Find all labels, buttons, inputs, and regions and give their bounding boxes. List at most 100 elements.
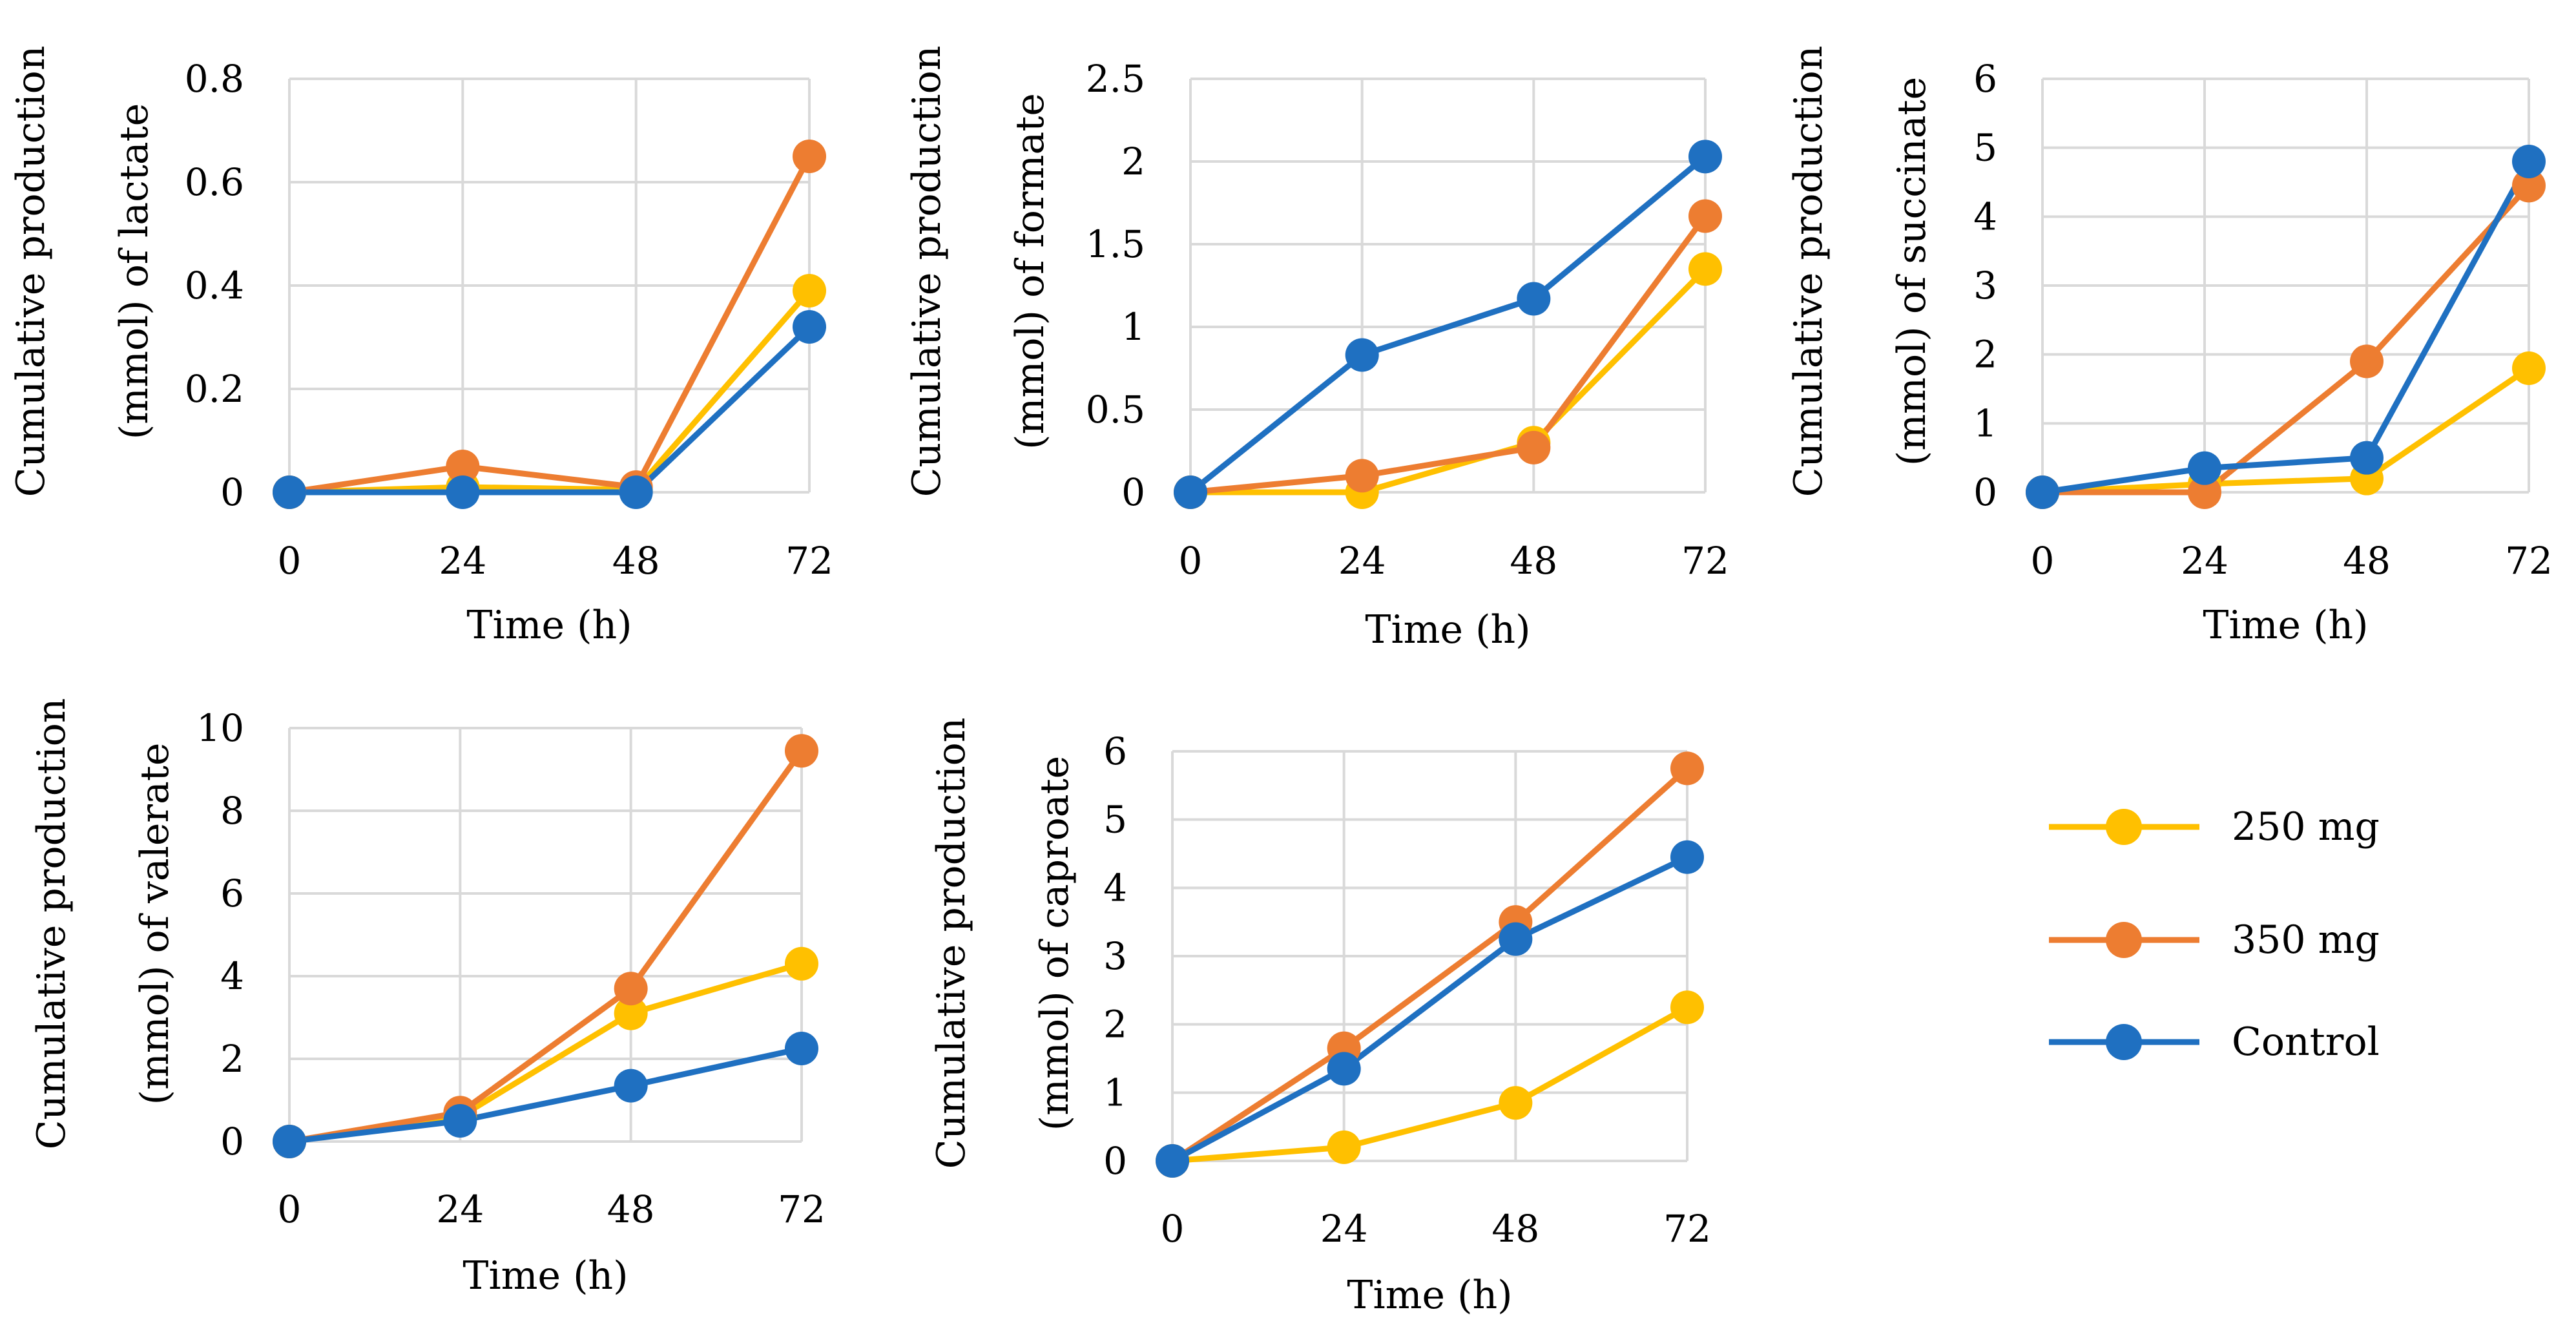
y-tick-label: 0 (220, 470, 244, 514)
chart-formate: 0 0.5 1 1.5 2 2.5 0 24 48 72 Time (h) Cumulative pr… (904, 46, 1729, 652)
data-point (1670, 990, 1704, 1025)
x-axis-label: Time (h) (466, 603, 632, 648)
legend: 250 mg 350 mg Control (2049, 804, 2380, 1065)
y-tick-label: 1 (1103, 1070, 1127, 1114)
data-point (1499, 922, 1533, 956)
y-tick-label: 0.2 (185, 367, 244, 411)
legend-swatch-marker (2106, 1024, 2142, 1060)
y-tick-label: 2 (1103, 1003, 1127, 1047)
x-tick-label: 0 (1179, 539, 1203, 583)
data-point (2026, 475, 2059, 509)
x-tick-label: 24 (439, 539, 486, 583)
series-line (2039, 158, 2532, 496)
x-tick-label: 48 (1510, 539, 1557, 583)
data-point (785, 946, 818, 981)
x-tick-label: 48 (2343, 539, 2391, 583)
series-line (286, 153, 813, 496)
data-point (1688, 252, 1722, 286)
y-tick-label: 3 (1103, 934, 1127, 978)
x-tick-label: 0 (278, 1187, 302, 1231)
series-line (1187, 213, 1709, 496)
legend-swatch-marker (2106, 922, 2142, 958)
series-line (286, 287, 813, 496)
y-axis-label-line1: Cumulative production (904, 46, 950, 497)
y-axis-label-line1: Cumulative production (8, 46, 54, 497)
y-tick-label: 0 (1973, 470, 1997, 514)
series-line (2039, 365, 2532, 496)
y-tick-label: 5 (1103, 798, 1127, 842)
y-tick-label: 2 (1973, 333, 1997, 377)
y-tick-label: 4 (1973, 194, 1997, 238)
x-axis-label: Time (h) (2203, 603, 2368, 648)
x-axis-label: Time (h) (1365, 607, 1530, 652)
x-tick-label: 72 (1663, 1207, 1711, 1251)
y-tick-label: 0 (1121, 470, 1145, 514)
data-point (2188, 451, 2221, 485)
data-point (785, 734, 818, 768)
data-point (273, 475, 306, 509)
x-tick-label: 72 (778, 1187, 826, 1231)
series-line (286, 1045, 805, 1145)
y-tick-label: 6 (1103, 729, 1127, 773)
legend-item: Control (2049, 1019, 2380, 1065)
x-tick-label: 72 (785, 539, 833, 583)
legend-label: 250 mg (2232, 804, 2380, 850)
y-axis-label-line2: (mmol) of formate (1008, 93, 1053, 450)
y-tick-label: 1 (1973, 401, 1997, 445)
data-point (443, 1104, 477, 1138)
y-tick-label: 0.6 (185, 160, 244, 204)
data-point (1156, 1144, 1189, 1178)
x-tick-label: 0 (278, 539, 302, 583)
data-point (614, 996, 648, 1030)
data-point (1517, 282, 1551, 316)
data-point (2512, 145, 2546, 178)
x-axis-label: Time (h) (462, 1253, 628, 1299)
x-tick-label: 48 (1491, 1207, 1539, 1251)
data-point (446, 475, 480, 509)
y-tick-label: 1.5 (1086, 222, 1145, 266)
legend-label: 350 mg (2232, 917, 2380, 963)
data-point (2350, 441, 2384, 475)
x-tick-label: 72 (2505, 539, 2553, 583)
data-point (2512, 351, 2546, 385)
x-tick-label: 24 (1320, 1207, 1368, 1251)
data-point (446, 450, 480, 483)
y-tick-label: 0.8 (185, 57, 244, 101)
y-tick-label: 6 (220, 871, 244, 915)
data-point (1327, 1052, 1361, 1086)
data-point (1174, 475, 1207, 509)
y-tick-label: 2 (220, 1037, 244, 1081)
data-point (614, 972, 648, 1006)
data-point (793, 274, 826, 308)
y-tick-label: 2.5 (1086, 57, 1145, 101)
legend-item: 250 mg (2049, 804, 2380, 850)
y-tick-label: 4 (220, 954, 244, 998)
y-axis-label-line1: Cumulative production (29, 698, 74, 1150)
y-axis-label-line1: Cumulative production (1786, 46, 1831, 497)
data-point (2350, 344, 2384, 379)
y-tick-label: 10 (196, 706, 244, 750)
y-axis-label-line1: Cumulative production (929, 718, 974, 1169)
data-point (2512, 169, 2546, 203)
x-tick-label: 24 (2181, 539, 2228, 583)
y-tick-label: 2 (1121, 140, 1145, 183)
x-tick-label: 0 (2031, 539, 2055, 583)
series-line (1169, 854, 1690, 1164)
y-tick-label: 6 (1973, 57, 1997, 101)
series-line (1187, 153, 1709, 496)
data-point (793, 140, 826, 173)
data-point (1517, 430, 1551, 464)
data-point (1670, 840, 1704, 874)
series-line (286, 324, 813, 496)
series-line (1169, 1004, 1690, 1164)
data-point (1327, 1130, 1361, 1164)
series-line (1187, 266, 1709, 496)
legend-swatch-marker (2106, 809, 2142, 845)
y-tick-label: 0.5 (1086, 388, 1145, 432)
series-line (286, 747, 805, 1145)
legend-label: Control (2232, 1019, 2380, 1065)
data-point (1345, 338, 1379, 372)
x-tick-label: 48 (612, 539, 660, 583)
data-point (1688, 140, 1722, 174)
x-tick-label: 72 (1681, 539, 1729, 583)
